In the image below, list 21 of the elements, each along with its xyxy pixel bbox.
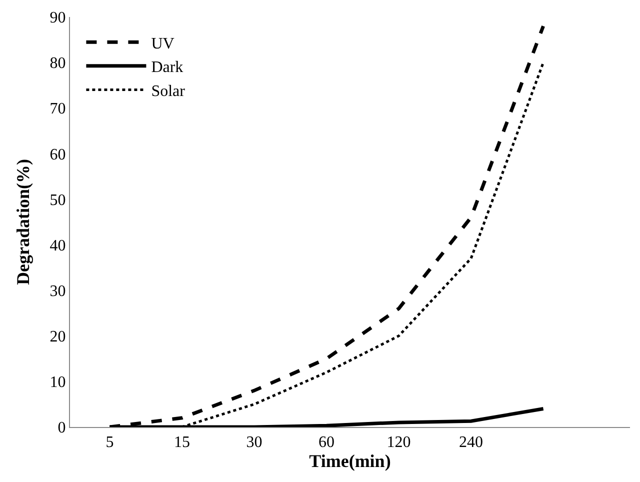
legend-label: UV — [151, 35, 175, 52]
x-axis-title: Time(min) — [309, 451, 391, 472]
legend-label: Solar — [151, 82, 186, 100]
x-tick-label: 15 — [174, 434, 190, 452]
x-tick-label: 120 — [386, 434, 411, 452]
y-tick-label: 30 — [50, 282, 66, 300]
x-tick-label: 240 — [459, 434, 484, 452]
legend-label: Dark — [151, 59, 184, 76]
y-tick-label: 80 — [50, 55, 66, 72]
y-tick-label: 50 — [50, 192, 66, 209]
y-tick-label: 20 — [50, 328, 66, 346]
y-axis-title: Degradation(%) — [13, 159, 33, 285]
x-tick-label: 30 — [246, 434, 262, 452]
y-tick-label: 10 — [50, 374, 66, 392]
y-tick-label: 90 — [50, 10, 66, 27]
y-tick-label: 0 — [58, 420, 66, 437]
y-tick-label: 40 — [50, 237, 66, 254]
y-tick-label: 70 — [50, 100, 66, 118]
x-tick-label: 60 — [318, 434, 335, 452]
y-tick-label: 60 — [50, 146, 66, 164]
x-tick-label: 5 — [106, 434, 114, 452]
